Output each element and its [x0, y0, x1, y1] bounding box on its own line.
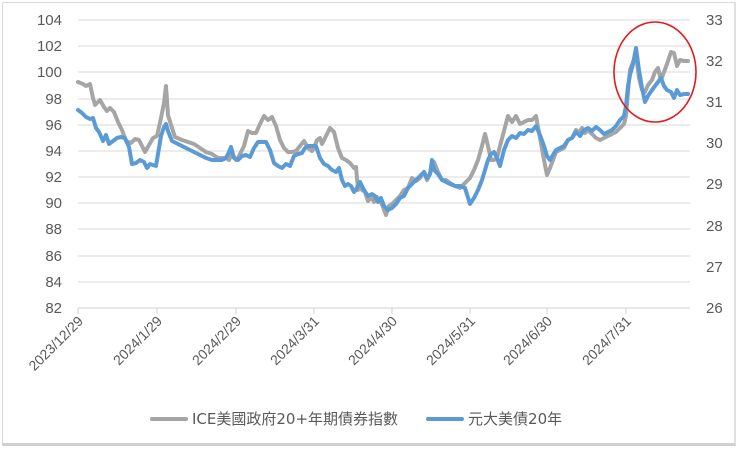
legend-label: 元大美債20年: [468, 410, 563, 428]
x-tick: 2024/5/31: [423, 313, 479, 369]
x-axis-labels: 2023/12/29 2024/1/29 2024/2/29 2024/3/31…: [25, 313, 634, 374]
legend-item-etf: 元大美債20年: [426, 408, 562, 429]
left-tick: 94: [45, 143, 62, 160]
x-tick: 2024/2/29: [189, 313, 245, 369]
right-tick: 26: [706, 300, 723, 317]
right-y-axis: 33 32 31 30 29 28 27 26: [706, 12, 723, 317]
right-tick: 32: [706, 53, 723, 70]
left-tick: 88: [45, 221, 62, 238]
legend-swatch-gray: [150, 416, 188, 421]
series-ice-index-line: [76, 50, 690, 217]
x-axis: [77, 307, 690, 314]
left-tick: 92: [45, 169, 62, 186]
legend: ICE美國政府20+年期債券指數 元大美債20年: [150, 408, 590, 429]
left-tick: 104: [37, 12, 62, 29]
x-tick: 2024/3/31: [267, 313, 323, 369]
left-tick: 102: [37, 38, 62, 55]
x-tick: 2024/1/29: [110, 313, 166, 369]
right-tick: 33: [706, 12, 723, 29]
left-tick: 90: [45, 195, 62, 212]
right-tick: 30: [706, 135, 723, 152]
right-tick: 31: [706, 94, 723, 111]
left-tick: 98: [45, 91, 62, 108]
right-tick: 27: [706, 259, 723, 276]
left-y-axis: 104 102 100 98 96 94 92 90 88 86 84 82: [37, 12, 62, 317]
legend-label: ICE美國政府20+年期債券指數: [192, 410, 399, 428]
legend-item-ice-index: ICE美國政府20+年期債券指數: [150, 408, 398, 429]
left-tick: 100: [37, 64, 62, 81]
x-tick: 2024/7/31: [579, 313, 635, 369]
series-etf-line: [76, 46, 690, 212]
x-tick: 2024/4/30: [345, 313, 401, 369]
left-tick: 84: [45, 274, 62, 291]
gridlines: [78, 19, 690, 283]
left-tick: 86: [45, 248, 62, 265]
legend-swatch-blue: [426, 416, 465, 421]
left-tick: 82: [45, 300, 62, 317]
right-tick: 28: [706, 218, 723, 235]
x-tick: 2023/12/29: [25, 313, 86, 374]
right-tick: 29: [706, 176, 723, 193]
highlight-ellipse: [613, 21, 697, 123]
left-tick: 96: [45, 117, 62, 134]
x-tick: 2024/6/30: [500, 313, 556, 369]
